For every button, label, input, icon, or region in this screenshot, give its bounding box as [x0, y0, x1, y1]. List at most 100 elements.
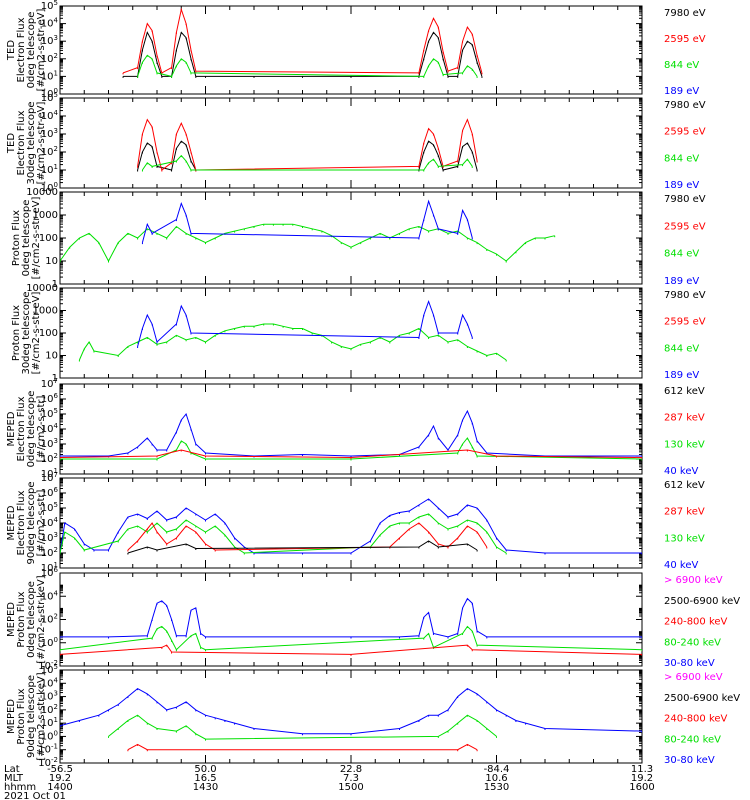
legend-entry: 80-240 keV — [664, 637, 721, 648]
series-40-keV — [60, 409, 642, 457]
series-130-keV — [60, 437, 642, 460]
x-tick-mlt: 19.2 — [49, 773, 71, 784]
legend-entry: 189 eV — [664, 86, 699, 97]
series-7980-eV — [123, 31, 483, 77]
x-tick-mlt: 19.2 — [631, 773, 653, 784]
legend-entry: 2500-6900 keV — [664, 596, 740, 607]
series-2595-eV — [137, 118, 478, 171]
legend-entry: 30-80 keV — [664, 755, 715, 766]
y-tick-label: 100 — [41, 636, 58, 649]
x-tick-mlt: 7.3 — [343, 773, 359, 784]
legend-entry: 844 eV — [664, 153, 699, 164]
x-tick-lat: -56.5 — [47, 764, 73, 775]
panel-ylabel: MEPEDProton Flux90deg telescope[#/cm2-s-… — [6, 672, 47, 760]
x-row-label: MLT — [4, 773, 24, 784]
y-tick-label: 10 — [45, 256, 58, 267]
y-tick-label: 101 — [41, 467, 58, 480]
panel-frame — [59, 5, 643, 95]
y-tick-label: 104 — [41, 422, 59, 435]
y-tick-label: 105 — [41, 0, 58, 12]
legend-entry: 80-240 keV — [664, 734, 721, 745]
series-844-eV — [141, 154, 473, 171]
y-tick-label: 10-1 — [38, 743, 58, 756]
legend-entry: 2595 eV — [664, 34, 706, 45]
y-tick-label: 105 — [41, 501, 58, 514]
legend-entry: 40 keV — [664, 466, 698, 477]
legend-entry: 2595 eV — [664, 221, 706, 232]
legend-entry: 189 eV — [664, 370, 699, 381]
legend-entry: 287 keV — [664, 507, 705, 518]
y-tick-label: 10-2 — [38, 659, 58, 672]
panel-ylabel: Proton Flux30deg telescope[#/cm2-s-str-e… — [11, 291, 42, 374]
legend-entry: 130 keV — [664, 533, 705, 544]
series-287-keV — [127, 522, 488, 551]
panel-frame — [59, 669, 643, 764]
panel-ylabel: MEPEDElectron Flux0deg telescope[#/cm2-s… — [6, 391, 47, 468]
y-tick-label: 1000 — [33, 210, 58, 221]
series-189-eV — [137, 300, 473, 347]
y-tick-label: 10000 — [26, 283, 58, 294]
x-tick-lat: -84.4 — [484, 764, 510, 775]
y-tick-label: 1000 — [33, 306, 58, 317]
x-tick-mlt: 16.5 — [194, 773, 216, 784]
panel-ylabel: Proton Flux0deg telescope[#/cm2-s-str-eV… — [11, 197, 42, 280]
series-189-eV — [141, 199, 473, 243]
y-tick-label: 10-2 — [38, 756, 58, 769]
y-tick-label: 10 — [45, 351, 58, 362]
y-tick-label: 102 — [41, 546, 58, 559]
legend-entry: 7980 eV — [664, 194, 706, 205]
y-tick-label: 102 — [41, 703, 58, 716]
y-tick-label: 105 — [41, 663, 58, 676]
legend-entry: 40 keV — [664, 560, 698, 571]
legend-entry: 189 eV — [664, 180, 699, 191]
y-tick-label: 102 — [41, 613, 58, 626]
series-612-keV — [127, 540, 478, 554]
y-tick-label: 100 — [41, 729, 58, 742]
y-tick-label: 107 — [41, 377, 58, 390]
series-240-800-keV — [127, 743, 478, 751]
y-tick-label: 104 — [41, 589, 59, 602]
series-30-80-keV — [60, 597, 642, 638]
legend-entry: 2595 eV — [664, 317, 706, 328]
legend-entry: 844 eV — [664, 249, 699, 260]
y-tick-label: 101 — [41, 69, 58, 82]
y-tick-label: 103 — [41, 531, 58, 544]
panel-frame — [59, 287, 643, 379]
legend-entry: 189 eV — [664, 276, 699, 287]
y-tick-label: 104 — [41, 676, 59, 689]
legend-entry: 2595 eV — [664, 127, 706, 138]
x-tick-hhmm: 1500 — [338, 782, 363, 793]
y-tick-label: 102 — [41, 452, 58, 465]
y-tick-label: 107 — [41, 471, 58, 484]
y-tick-label: 101 — [41, 561, 58, 574]
y-tick-label: 103 — [41, 690, 58, 703]
legend-entry: 612 keV — [664, 386, 705, 397]
y-tick-label: 100 — [39, 328, 58, 339]
legend-entry: 844 eV — [664, 60, 699, 71]
legend-entry: > 6900 keV — [664, 575, 723, 586]
x-tick-hhmm: 1400 — [47, 782, 72, 793]
y-tick-label: 100 — [41, 181, 58, 194]
panel-ylabel: MEPEDElectron Flux90deg telescope[#/cm2-… — [6, 481, 47, 564]
series-844-eV — [60, 223, 555, 263]
y-tick-label: 104 — [41, 516, 59, 529]
series-287-keV — [60, 449, 642, 459]
legend-entry: 7980 eV — [664, 8, 706, 19]
legend-entry: 240-800 keV — [664, 714, 728, 725]
y-tick-label: 1 — [52, 279, 58, 290]
x-tick-mlt: 10.6 — [485, 773, 507, 784]
legend-entry: 287 keV — [664, 413, 705, 424]
series-80-240-keV — [108, 714, 497, 740]
panel-frame — [59, 191, 643, 285]
x-tick-lat: 50.0 — [194, 764, 216, 775]
y-tick-label: 103 — [41, 437, 58, 450]
y-tick-label: 103 — [41, 127, 58, 140]
legend-entry: 130 keV — [664, 439, 705, 450]
